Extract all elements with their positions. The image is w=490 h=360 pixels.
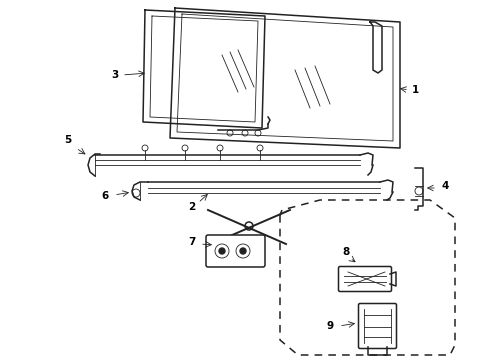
Text: 3: 3 (111, 70, 119, 80)
FancyBboxPatch shape (206, 235, 265, 267)
Text: 1: 1 (412, 85, 418, 95)
FancyBboxPatch shape (359, 303, 396, 348)
Text: 5: 5 (64, 135, 72, 145)
Text: 8: 8 (343, 247, 350, 257)
Text: 7: 7 (188, 237, 196, 247)
FancyBboxPatch shape (339, 266, 392, 292)
Text: 6: 6 (101, 191, 109, 201)
Text: 2: 2 (188, 202, 196, 212)
Text: 4: 4 (441, 181, 449, 191)
Circle shape (240, 248, 246, 254)
Circle shape (219, 248, 225, 254)
Text: 9: 9 (326, 321, 334, 331)
